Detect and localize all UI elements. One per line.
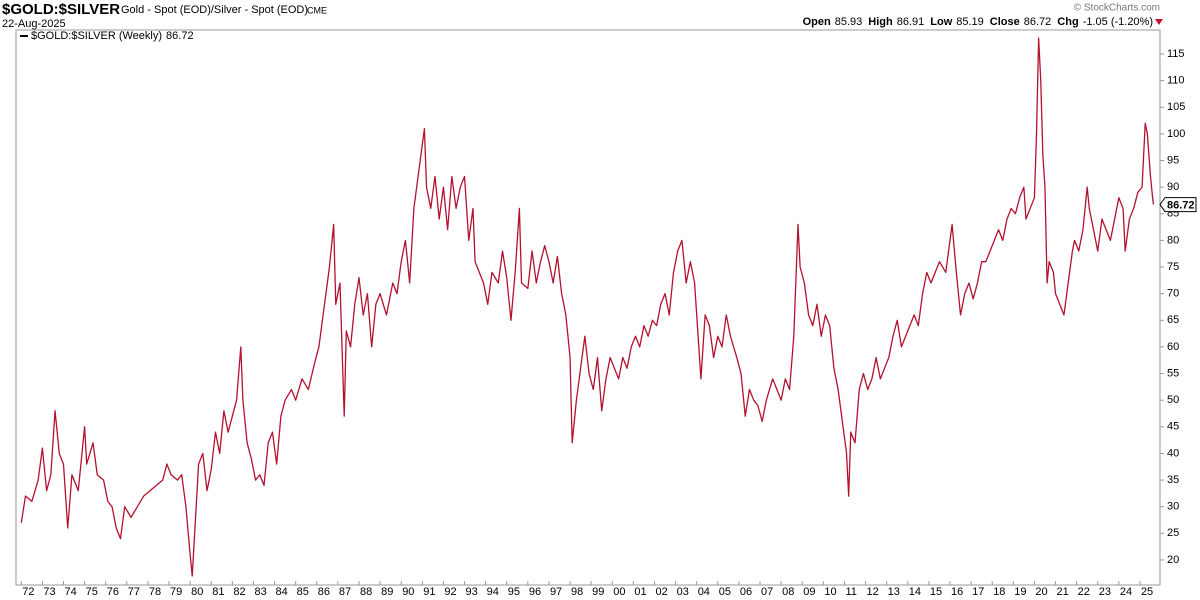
legend-name: $GOLD:$SILVER (Weekly) <box>31 30 162 42</box>
stat-value: -1.05 (-1.20%) <box>1083 16 1153 28</box>
y-tick-label: 115 <box>1167 48 1185 60</box>
x-tick-label: 21 <box>1057 586 1069 598</box>
x-tick-label: 81 <box>212 586 224 598</box>
x-tick-label: 06 <box>740 586 752 598</box>
x-tick-label: 88 <box>360 586 372 598</box>
y-tick-label: 110 <box>1167 75 1185 87</box>
y-tick-label: 40 <box>1167 447 1179 459</box>
x-tick-label: 18 <box>993 586 1005 598</box>
x-tick-label: 89 <box>381 586 393 598</box>
y-tick-label: 95 <box>1167 154 1179 166</box>
y-tick-label: 45 <box>1167 421 1179 433</box>
legend-value: 86.72 <box>166 30 194 42</box>
x-tick-label: 76 <box>107 586 119 598</box>
symbol: $GOLD:$SILVER <box>2 1 120 18</box>
y-tick-label: 30 <box>1167 501 1179 513</box>
x-tick-label: 23 <box>1099 586 1111 598</box>
x-tick-label: 15 <box>930 586 942 598</box>
x-tick-label: 04 <box>698 586 710 598</box>
x-tick-label: 93 <box>466 586 478 598</box>
x-tick-label: 84 <box>276 586 288 598</box>
x-tick-label: 82 <box>233 586 245 598</box>
x-tick-label: 05 <box>719 586 731 598</box>
x-tick-label: 16 <box>951 586 963 598</box>
y-tick-label: 80 <box>1167 234 1179 246</box>
x-tick-label: 72 <box>22 586 34 598</box>
x-tick-label: 79 <box>170 586 182 598</box>
x-tick-label: 00 <box>613 586 625 598</box>
y-tick-label: 100 <box>1167 128 1185 140</box>
x-tick-label: 07 <box>761 586 773 598</box>
x-tick-label: 14 <box>909 586 921 598</box>
x-tick-label: 83 <box>254 586 266 598</box>
x-tick-label: 85 <box>297 586 309 598</box>
y-tick-label: 75 <box>1167 261 1179 273</box>
legend-entry: $GOLD:$SILVER (Weekly) 86.72 <box>31 30 194 42</box>
x-tick-label: 96 <box>529 586 541 598</box>
x-tick-label: 90 <box>402 586 414 598</box>
x-tick-label: 92 <box>444 586 456 598</box>
y-tick-label: 105 <box>1167 101 1185 113</box>
date: 22-Aug-2025 <box>2 18 66 30</box>
x-tick-label: 87 <box>339 586 351 598</box>
x-tick-label: 02 <box>655 586 667 598</box>
y-tick-label: 20 <box>1167 554 1179 566</box>
x-tick-label: 11 <box>845 586 856 598</box>
x-tick-label: 17 <box>972 586 984 598</box>
x-tick-label: 25 <box>1141 586 1153 598</box>
last-value-box <box>1159 197 1197 213</box>
stat-value: 86.72 <box>1024 16 1052 28</box>
y-tick-label: 35 <box>1167 474 1179 486</box>
x-tick-label: 03 <box>677 586 689 598</box>
y-tick-label: 50 <box>1167 394 1179 406</box>
stat-value: 85.93 <box>835 16 863 28</box>
stat-value: 86.91 <box>897 16 925 28</box>
last-value-label: 86.72 <box>1167 200 1195 212</box>
x-tick-label: 08 <box>782 586 794 598</box>
y-tick-label: 65 <box>1167 314 1179 326</box>
x-tick-label: 99 <box>592 586 604 598</box>
x-tick-label: 78 <box>149 586 161 598</box>
x-tick-label: 10 <box>824 586 836 598</box>
down-arrow <box>1155 19 1163 25</box>
x-tick-label: 24 <box>1120 586 1132 598</box>
x-tick-label: 75 <box>86 586 98 598</box>
stat-label: High <box>868 16 893 28</box>
copyright: © StockCharts.com <box>1074 3 1160 14</box>
x-tick-label: 12 <box>867 586 879 598</box>
x-tick-label: 13 <box>888 586 900 598</box>
x-tick-label: 77 <box>128 586 140 598</box>
x-tick-label: 80 <box>191 586 203 598</box>
stat-label: Open <box>803 16 831 28</box>
y-tick-label: 90 <box>1167 181 1179 193</box>
stat-label: Chg <box>1057 16 1078 28</box>
x-tick-label: 01 <box>634 586 646 598</box>
description: Gold - Spot (EOD)/Silver - Spot (EOD) <box>121 4 308 16</box>
y-tick-label: 25 <box>1167 527 1179 539</box>
y-tick-label: 60 <box>1167 341 1179 353</box>
x-tick-label: 09 <box>803 586 815 598</box>
y-tick-label: 70 <box>1167 288 1179 300</box>
x-tick-label: 95 <box>508 586 520 598</box>
exchange: CME <box>307 5 327 15</box>
x-tick-label: 97 <box>550 586 562 598</box>
stat-value: 85.19 <box>956 16 984 28</box>
x-tick-label: 19 <box>1014 586 1026 598</box>
stat-label: Close <box>990 16 1020 28</box>
x-tick-label: 91 <box>423 586 435 598</box>
x-tick-label: 86 <box>318 586 330 598</box>
x-tick-label: 98 <box>571 586 583 598</box>
stats: Open 85.93 High 86.91 Low 85.19 Close 86.72 Chg -… <box>803 16 1153 28</box>
x-tick-label: 74 <box>64 586 76 598</box>
x-tick-label: 94 <box>487 586 499 598</box>
x-tick-label: 20 <box>1035 586 1047 598</box>
x-tick-label: 22 <box>1078 586 1090 598</box>
plot-frame <box>15 29 1161 586</box>
y-tick-label: 55 <box>1167 367 1179 379</box>
price-line <box>20 37 1155 577</box>
stat-label: Low <box>930 16 952 28</box>
x-tick-label: 73 <box>43 586 55 598</box>
